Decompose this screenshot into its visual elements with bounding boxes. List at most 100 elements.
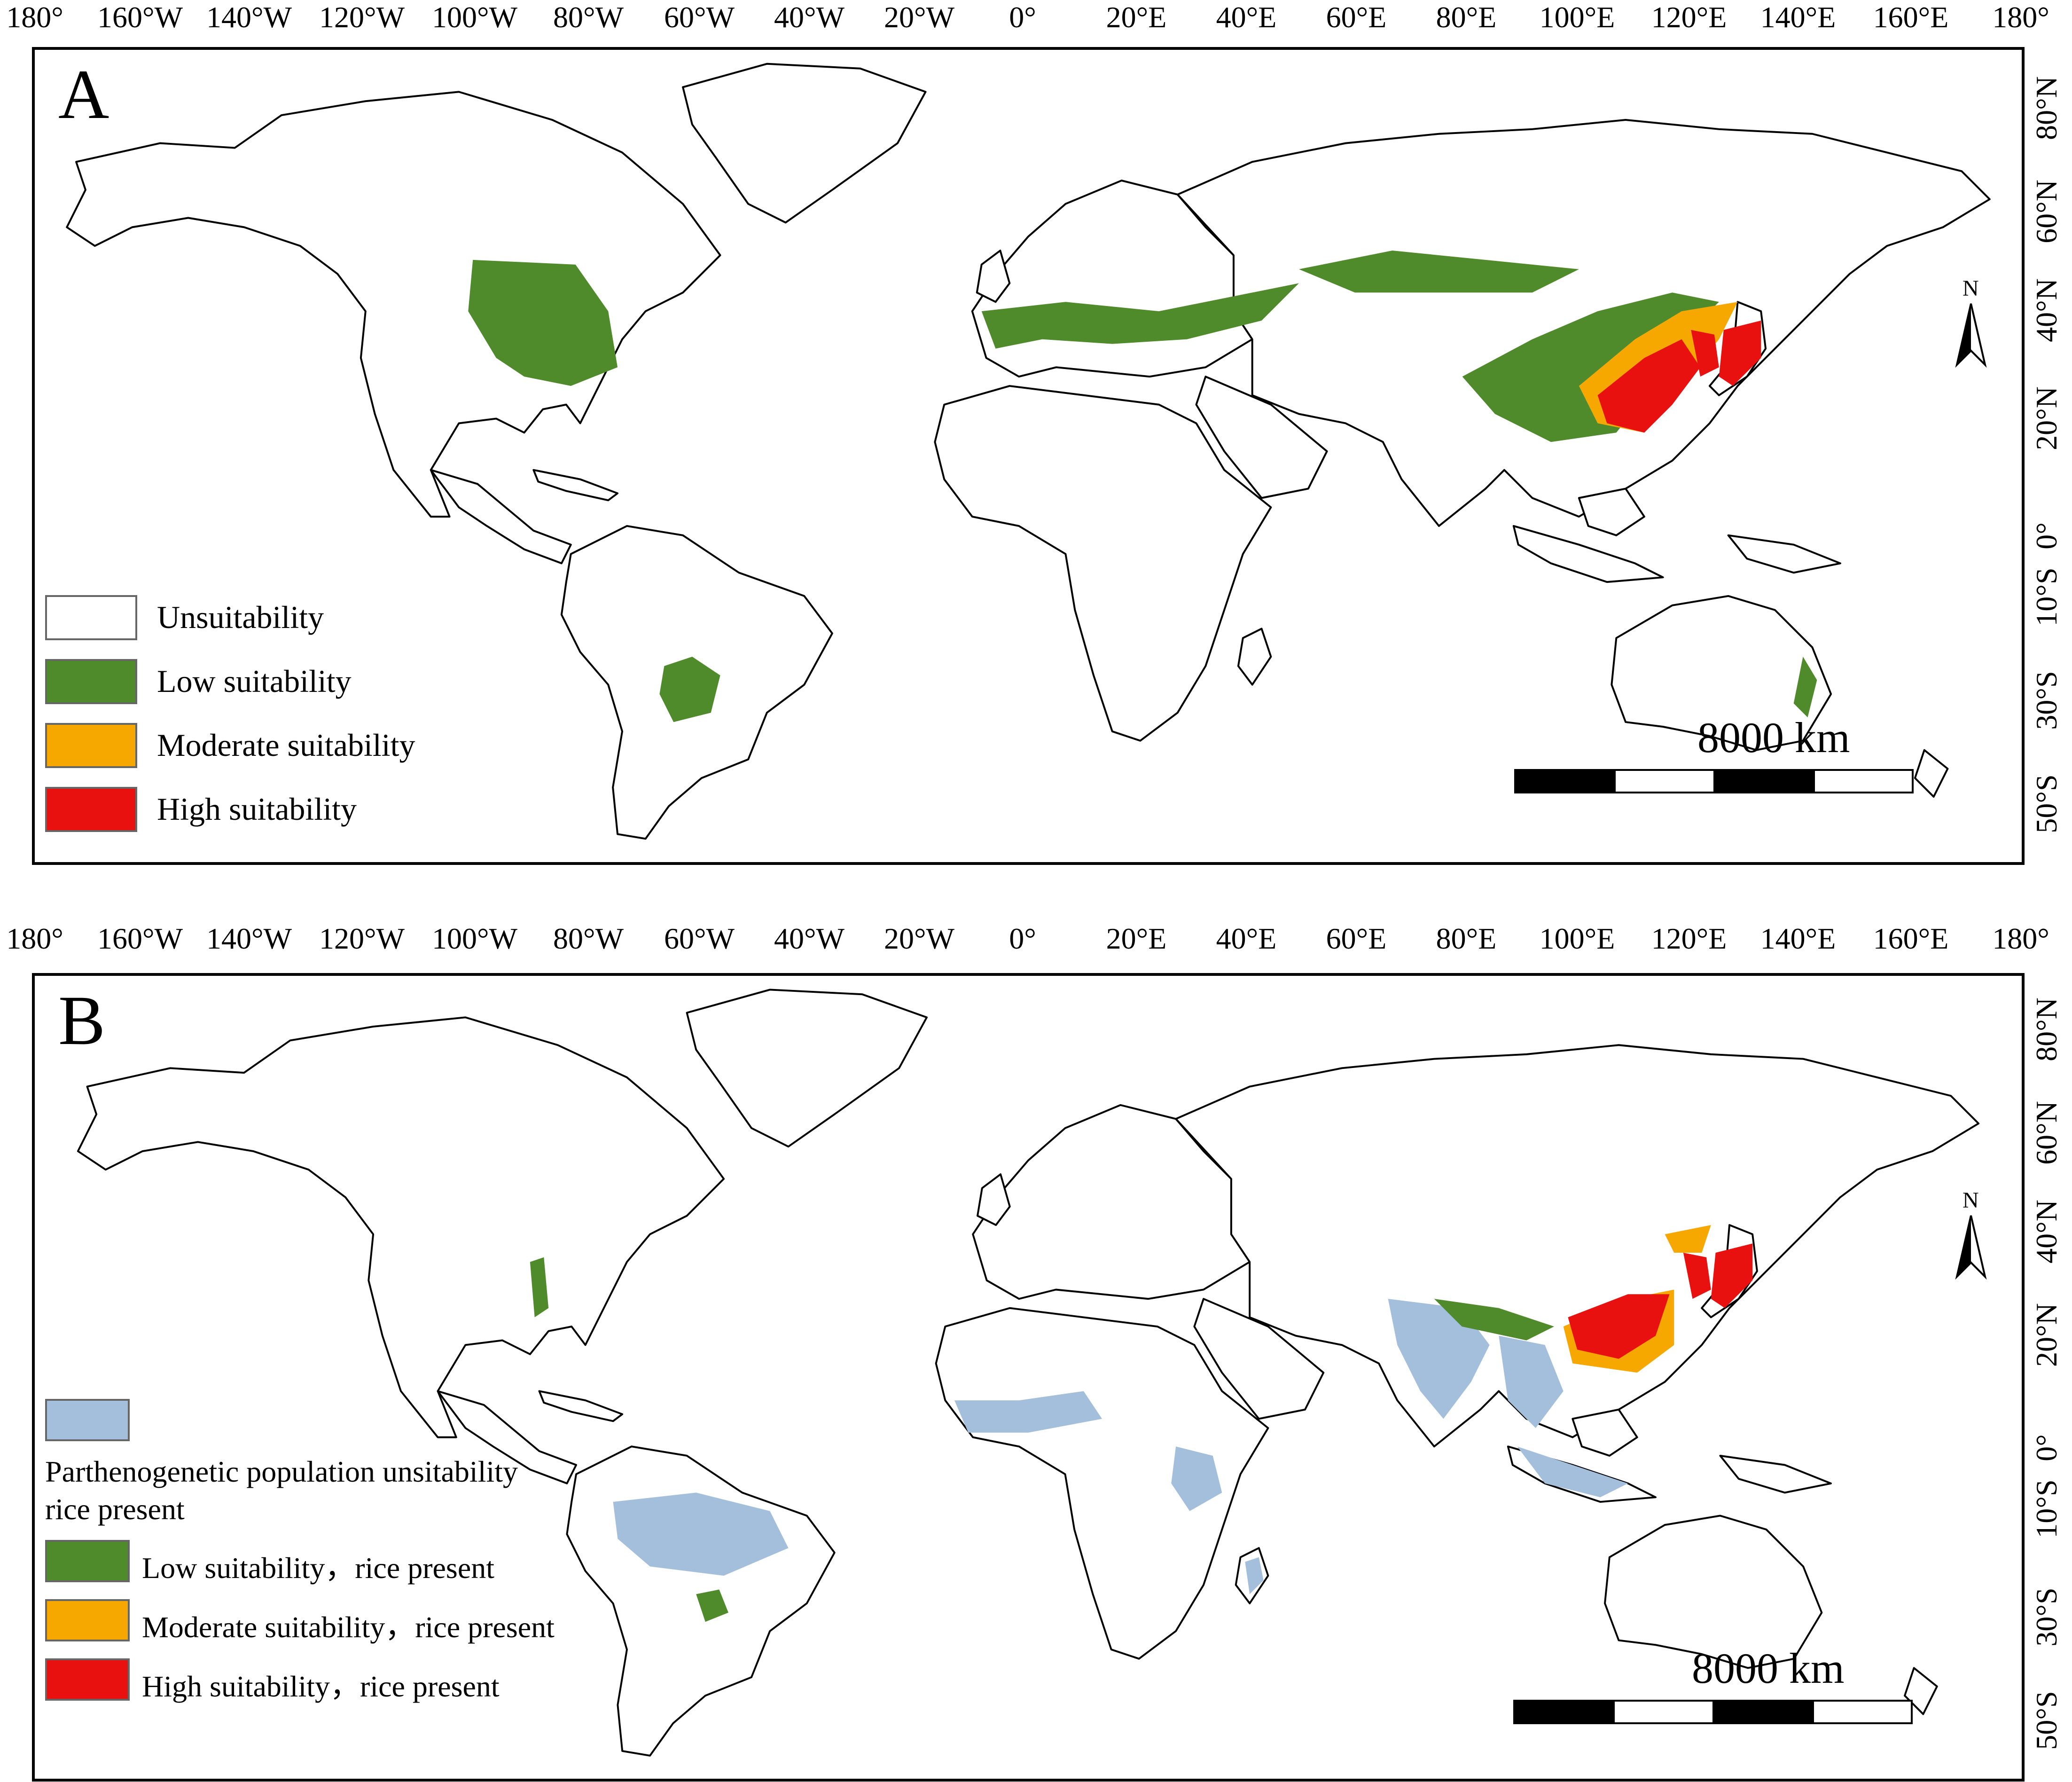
north-label: N [1963, 1188, 1979, 1213]
landmass-central-america [430, 469, 572, 565]
lon-label: 180° [1992, 922, 2049, 955]
lon-label: 20°E [1106, 922, 1167, 955]
legend-swatch-low [45, 659, 137, 704]
lon-label: 60°W [664, 0, 735, 34]
lon-label: 180° [6, 922, 63, 955]
high-rice-korea [1683, 1252, 1711, 1299]
landmass-australia [1611, 595, 1832, 751]
lon-label: 40°E [1216, 922, 1277, 955]
lat-label: 10°S [2030, 1479, 2063, 1539]
lat-label: 50°S [2030, 774, 2063, 833]
lon-label: 0° [1009, 0, 1036, 34]
north-arrow-icon [1955, 303, 1987, 368]
legend-swatch-high [45, 787, 137, 832]
lat-label: 60°N [2030, 180, 2063, 243]
lat-label: 0° [2030, 1434, 2063, 1461]
high-suitability-korea [1691, 330, 1719, 377]
legend-label: Low suitability，rice present [142, 1551, 495, 1585]
landmass-north-america [66, 91, 721, 518]
legend-label: Unsuitability [157, 599, 324, 635]
lon-label: 60°E [1326, 922, 1387, 955]
lon-label: 80°W [553, 0, 624, 34]
lon-label: 40°E [1216, 0, 1277, 34]
world-map-a [66, 63, 1991, 840]
scale-segment [1613, 1700, 1714, 1724]
landmass-new-zealand [1904, 1667, 1938, 1715]
lon-label: 100°E [1539, 922, 1615, 955]
scale-segment [1514, 769, 1616, 793]
longitude-axis-top: 180° 160°W 140°W 120°W 100°W 80°W 60°W 4… [0, 921, 2072, 964]
landmass-madagascar [1237, 628, 1272, 686]
low-suitability-north-america [468, 259, 618, 386]
lat-label: 40°N [2030, 1200, 2063, 1264]
latitude-axis-right: 80°N 60°N 40°N 20°N 0° 10°S 30°S 50°S [2029, 973, 2072, 1782]
lon-label: 60°E [1326, 0, 1387, 34]
map-frame-a: A N Unsuitability Low suitability Modera… [32, 47, 2025, 865]
suitability-overlay-a [468, 251, 1817, 722]
panel-b: 180° 160°W 140°W 120°W 100°W 80°W 60°W 4… [0, 907, 2072, 1782]
landmass-new-guinea [1719, 1454, 1832, 1494]
low-rice-himalaya [1434, 1299, 1555, 1341]
landmass-africa [935, 1307, 1269, 1660]
legend-label: High suitability，rice present [142, 1670, 500, 1703]
lon-label: 100°E [1539, 0, 1615, 34]
map-frame-b: B N Parthenogenetic population unsitabil… [32, 973, 2025, 1782]
high-rice-china [1568, 1294, 1670, 1359]
scale-segment [1713, 769, 1815, 793]
low-rice-north-america [530, 1257, 549, 1318]
scale-segment [1614, 769, 1715, 793]
legend-note-line1: Parthenogenetic population unsitability [45, 1455, 518, 1488]
lon-label: 140°W [206, 922, 292, 955]
suitability-overlay-b [530, 1225, 1753, 1622]
landmass-north-america [77, 1016, 725, 1438]
legend-note-line2: rice present [45, 1492, 185, 1526]
lat-label: 20°N [2030, 1303, 2063, 1367]
lon-label: 120°E [1651, 922, 1727, 955]
panel-letter-b: B [58, 981, 106, 1060]
lon-label: 80°E [1436, 922, 1497, 955]
rice-unsuitable-east-africa [1171, 1446, 1222, 1511]
landmass-caribbean [532, 469, 619, 502]
lat-label: 20°N [2030, 386, 2063, 450]
legend-swatch-moderate-rice [45, 1599, 130, 1641]
lon-label: 160°E [1873, 0, 1949, 34]
lon-label: 40°W [774, 922, 844, 955]
low-rice-south-america [696, 1589, 728, 1622]
landmass-arabia [1193, 1298, 1325, 1420]
lat-label: 10°S [2030, 567, 2063, 627]
scale-bar-a: 8000 km [1514, 714, 1914, 797]
legend-label: High suitability [157, 791, 357, 827]
lon-label: 140°W [206, 0, 292, 34]
lon-label: 160°W [97, 922, 183, 955]
lat-label: 0° [2030, 522, 2063, 550]
landmass-australia [1604, 1515, 1823, 1669]
landmass-new-zealand [1914, 749, 1949, 798]
legend-label: Low suitability [157, 663, 352, 699]
lat-label: 30°S [2030, 671, 2063, 730]
scale-segment [1712, 1700, 1814, 1724]
legend-label: Moderate suitability [157, 727, 415, 763]
lon-label: 100°W [432, 0, 517, 34]
landmass-uk [976, 250, 1011, 303]
rice-unsuitable-west-africa [954, 1391, 1102, 1433]
low-suitability-south-america [659, 657, 720, 722]
lon-label: 80°W [553, 922, 624, 955]
lon-label: 80°E [1436, 0, 1497, 34]
lon-label: 0° [1009, 922, 1036, 955]
world-map-b [77, 989, 1980, 1757]
rice-unsuitable-se-asia [1499, 1335, 1564, 1428]
landmass-greenland [682, 63, 927, 224]
latitude-axis-right: 80°N 60°N 40°N 20°N 0° 10°S 30°S 50°S [2029, 47, 2072, 865]
low-suitability-central-asia [1299, 251, 1579, 293]
landmass-borneo [1572, 1408, 1638, 1457]
panel-letter-a: A [58, 55, 109, 133]
landmass-central-america [437, 1390, 577, 1484]
legend-label: Moderate suitability，rice present [142, 1610, 555, 1644]
longitude-axis-top: 180° 160°W 140°W 120°W 100°W 80°W 60°W 4… [0, 0, 2072, 42]
legend-swatch-high-rice [45, 1658, 130, 1701]
lon-label: 100°W [432, 922, 517, 955]
rice-unsuitable-brazil [613, 1492, 789, 1576]
panel-a: 180° 160°W 140°W 120°W 100°W 80°W 60°W 4… [0, 0, 2072, 865]
lon-label: 20°W [884, 922, 954, 955]
lon-label: 120°E [1651, 0, 1727, 34]
